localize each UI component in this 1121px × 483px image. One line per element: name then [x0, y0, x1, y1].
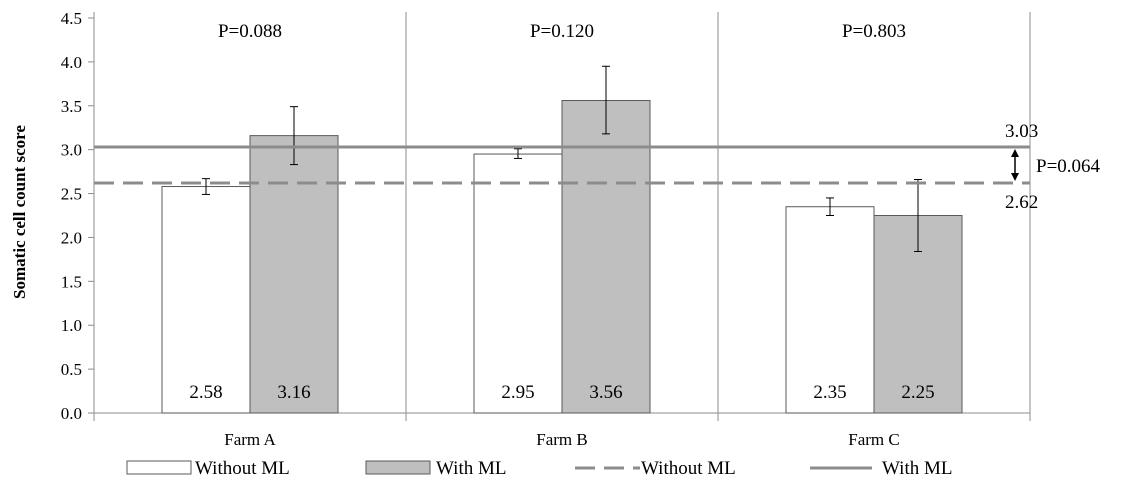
y-tick-label: 0.5	[61, 360, 82, 379]
y-axis-label: Somatic cell count score	[10, 125, 29, 299]
group-p-value: P=0.088	[218, 21, 282, 42]
y-tick-label: 3.5	[61, 97, 82, 116]
legend-label: With ML	[882, 458, 952, 479]
legend: Without ML With ML Without ML With ML	[126, 458, 952, 479]
legend-label: Without ML	[641, 458, 736, 479]
reference-line-label: 3.03	[1005, 121, 1038, 142]
y-tick-label: 3.0	[61, 141, 82, 160]
arrow-head-down-icon	[1011, 173, 1019, 182]
y-tick-label: 4.5	[61, 9, 82, 28]
y-tick-label: 1.0	[61, 316, 82, 335]
x-tick-label: Farm A	[224, 430, 276, 449]
y-tick-label: 2.0	[61, 228, 82, 247]
legend-swatch-without-ml-bar	[126, 460, 192, 475]
bar-value-label: 3.56	[589, 382, 622, 403]
bar-value-label: 3.16	[277, 382, 310, 403]
bar-with-ml	[249, 135, 339, 414]
bar-without-ml	[473, 153, 563, 414]
y-tick-label: 2.5	[61, 185, 82, 204]
bar-value-label: 2.58	[189, 382, 222, 403]
group-p-value: P=0.120	[530, 21, 594, 42]
arrow-head-up-icon	[1011, 149, 1019, 158]
reference-line-label: 2.62	[1005, 192, 1038, 213]
legend-label: With ML	[436, 458, 506, 479]
bar-without-ml	[161, 186, 251, 414]
y-tick-label: 4.0	[61, 53, 82, 72]
plot-area: 0.0 0.5 1.0 1.5 2.0 2.5 3.0 3.5 4.0 4.5 2.58 3.16 Fa…	[61, 9, 1101, 449]
legend-swatch-with-ml-bar	[365, 460, 431, 475]
group-p-value: P=0.803	[842, 21, 906, 42]
reference-p-value: P=0.064	[1036, 156, 1101, 177]
x-tick-label: Farm C	[848, 430, 899, 449]
bar-value-label: 2.95	[501, 382, 534, 403]
bar-without-ml	[785, 206, 875, 414]
bar-value-label: 2.25	[901, 382, 934, 403]
bar-value-label: 2.35	[813, 382, 846, 403]
x-tick-label: Farm B	[536, 430, 587, 449]
legend-label: Without ML	[195, 458, 290, 479]
y-tick-label: 0.0	[61, 404, 82, 423]
y-tick-label: 1.5	[61, 272, 82, 291]
